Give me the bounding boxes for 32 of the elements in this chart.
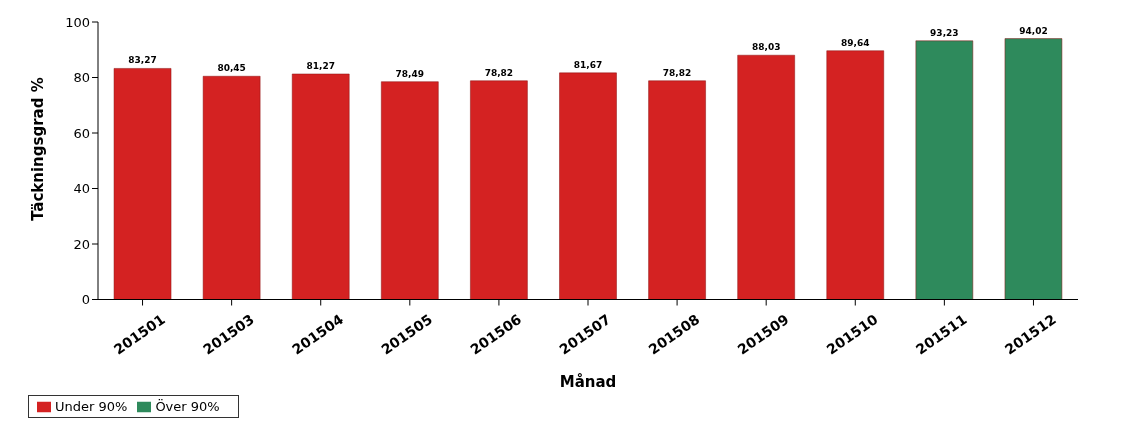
data-label: 89,64 [841,37,870,48]
data-label: 81,27 [306,60,335,71]
data-label: 78,82 [484,67,514,78]
data-label: 94,02 [1019,25,1048,36]
bar [915,40,974,300]
bar [737,54,795,300]
data-label: 78,82 [662,67,692,78]
bar [1004,38,1063,300]
data-label: 78,49 [395,68,425,79]
bar [113,68,172,300]
bar [202,76,261,300]
data-label: 81,67 [573,59,603,70]
y-axis-title: Täckningsgrad % [29,77,48,221]
y-tick-label: 20 [73,236,90,252]
bar [291,73,350,300]
y-tick-label: 0 [81,292,90,308]
legend-label: Under 90% [55,398,128,414]
data-label: 93,23 [930,27,959,38]
bar [559,72,617,300]
bar [826,50,885,300]
x-axis-title: Månad [559,372,617,391]
data-label: 88,03 [751,42,781,53]
bar [381,81,439,300]
y-tick-label: 60 [73,125,90,141]
bar [648,80,706,300]
data-label: 83,27 [128,55,157,66]
data-label: 80,45 [217,63,246,74]
y-tick-label: 100 [65,14,90,30]
legend-label: Över 90% [155,398,220,414]
bar [470,80,528,300]
y-tick-label: 80 [73,70,90,86]
y-tick-label: 40 [73,181,90,197]
